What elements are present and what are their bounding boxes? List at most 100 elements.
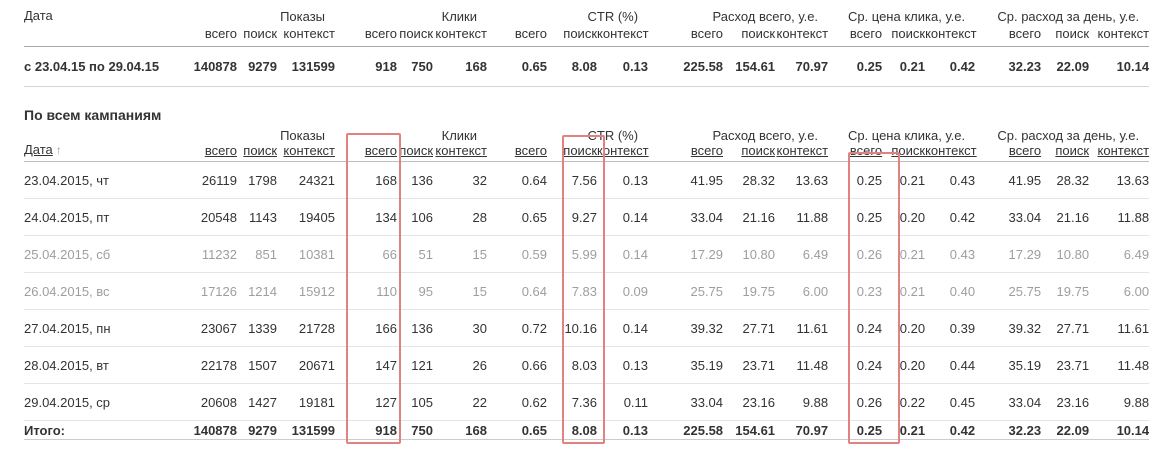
value-cell: 136 [411,172,433,188]
value-cell: 24321 [298,172,335,188]
column-header-avg-daily-cost-context[interactable]: контекст [1089,143,1150,162]
value-cell: 11.88 [796,209,829,225]
column-group-avg-cpc: Ср. цена клика, у.е. [847,9,966,24]
value-cell: 28.32 [742,172,776,188]
column-header-clicks-total: всего [364,25,397,41]
value-cell: 22 [472,394,487,410]
column-header-avg-daily-cost-context: контекст [1097,25,1150,41]
column-header-cost-total-total[interactable]: всего [648,143,723,162]
value-cell: 0.14 [622,246,649,262]
value-cell: 11.61 [1117,320,1150,336]
total-row: Итого: 140878 9279 131599 918 750 168 0.65 8.08 0… [24,421,1149,440]
value-cell: 15912 [298,283,335,299]
value-cell: 0.21 [899,58,926,74]
column-group-clicks: Клики [441,9,477,24]
value-cell: 70.97 [795,422,829,438]
value-cell: 0.21 [899,283,926,299]
date-cell: 25.04.2015, сб [24,246,111,262]
column-header-link-cost-total-total[interactable]: всего [690,143,724,158]
value-cell: 30 [472,320,487,336]
column-header-link-clicks-context[interactable]: контекст [435,143,487,158]
column-group-cost-total: Расход всего, у.е. [712,9,819,24]
date-cell: 28.04.2015, вт [24,357,109,373]
column-header-cost-total-search[interactable]: поиск [723,143,775,162]
value-cell: 32 [472,172,487,188]
column-header-impressions-context[interactable]: контекст [277,143,335,162]
value-cell: 131599 [291,58,335,74]
value-cell: 17.29 [1008,246,1042,262]
column-header-link-ctr-total[interactable]: всего [514,143,547,158]
column-header-avg-daily-cost-search: поиск [1055,25,1090,41]
column-header-impressions-search[interactable]: поиск [237,143,277,162]
value-cell: 154.61 [735,58,776,74]
period-cell: с 23.04.15 по 29.04.15 [24,58,160,74]
column-group-row: Дата ↑ Показы Клики CTR (%) Расход всего, у.е… [24,127,1149,158]
column-header-clicks-context: контекст [435,25,487,41]
value-cell: 25.75 [1008,283,1042,299]
value-cell: 41.95 [1008,172,1042,188]
column-header-ctr-search[interactable]: поиск [547,143,597,162]
value-cell: 106 [411,209,433,225]
date-cell: 23.04.2015, чт [24,172,110,188]
value-cell: 33.04 [690,209,724,225]
value-cell: 10.14 [1116,422,1150,438]
column-header-impressions-search: поиск [243,25,277,41]
section-title: По всем кампаниям [24,106,162,123]
value-cell: 0.59 [521,246,547,262]
column-header-link-avg-daily-cost-search[interactable]: поиск [1055,143,1090,158]
column-header-avg-daily-cost-total[interactable]: всего [975,143,1041,162]
column-header-link-avg-cpc-context[interactable]: контекст [925,143,977,158]
value-cell: 23.71 [742,357,776,373]
value-cell: 13.63 [1116,172,1150,188]
value-cell: 39.32 [690,320,724,336]
value-cell: 0.24 [856,357,883,373]
column-header-clicks-total[interactable]: всего [335,143,397,162]
column-header-link-avg-cpc-search[interactable]: поиск [891,143,926,158]
value-cell: 154.61 [735,422,776,438]
value-cell: 26119 [201,172,237,188]
value-cell: 17.29 [690,246,724,262]
column-header-link-ctr-context[interactable]: контекст [597,143,649,158]
column-header-impressions-total[interactable]: всего [187,143,237,162]
column-header-link-cost-total-context[interactable]: контекст [776,143,829,158]
column-header-ctr-context: контекст [597,25,649,41]
column-header-clicks-context[interactable]: контекст [433,143,487,162]
column-header-link-cost-total-search[interactable]: поиск [741,143,776,158]
value-cell: 10.16 [564,320,597,336]
column-header-avg-cpc-context[interactable]: контекст [925,143,977,162]
column-group-row: Дата Показы Клики CTR (%) Расход всего, у.е.… [24,0,1149,24]
column-header-avg-cpc-total[interactable]: всего [828,143,882,162]
column-header-link-clicks-total[interactable]: всего [364,143,397,158]
value-cell: 9.88 [1123,394,1150,410]
column-header-avg-daily-cost-search[interactable]: поиск [1041,143,1089,162]
column-header-link-ctr-search[interactable]: поиск [563,143,597,158]
value-cell: 0.13 [622,172,649,188]
value-cell: 6.00 [802,283,829,299]
value-cell: 0.45 [949,394,976,410]
column-header-link-clicks-search[interactable]: поиск [399,143,433,158]
column-header-ctr-context[interactable]: контекст [597,143,649,162]
column-header-ctr-total[interactable]: всего [487,143,547,162]
value-cell: 0.14 [622,320,649,336]
column-header-cost-total-context[interactable]: контекст [775,143,828,162]
column-header-clicks-search[interactable]: поиск [397,143,433,162]
value-cell: 23.71 [1056,357,1090,373]
column-header-date[interactable]: Дата ↑ [24,127,187,162]
date-cell: 26.04.2015, вс [24,283,110,299]
value-cell: 33.04 [690,394,724,410]
column-header-avg-cpc-search[interactable]: поиск [882,143,925,162]
value-cell: 9.88 [802,394,829,410]
column-header-link-impressions-context[interactable]: контекст [283,143,335,158]
value-cell: 1798 [248,172,277,188]
column-header-link-impressions-total[interactable]: всего [204,143,237,158]
column-header-link-impressions-search[interactable]: поиск [243,143,277,158]
column-header-link-avg-cpc-total[interactable]: всего [849,143,883,158]
column-group-avg-daily-cost: Ср. расход за день, у.е. [997,9,1140,24]
column-header-date-link[interactable]: Дата [24,142,53,157]
table-row: 29.04.2015, ср 20608 1427 19181 127 105 22 0.62… [24,384,1150,421]
value-cell: 35.19 [1008,357,1042,373]
column-header-link-avg-daily-cost-total[interactable]: всего [1008,143,1042,158]
column-group-impressions: Показы [280,9,325,24]
column-header-link-avg-daily-cost-context[interactable]: контекст [1097,143,1150,158]
value-cell: 9.27 [571,209,597,225]
